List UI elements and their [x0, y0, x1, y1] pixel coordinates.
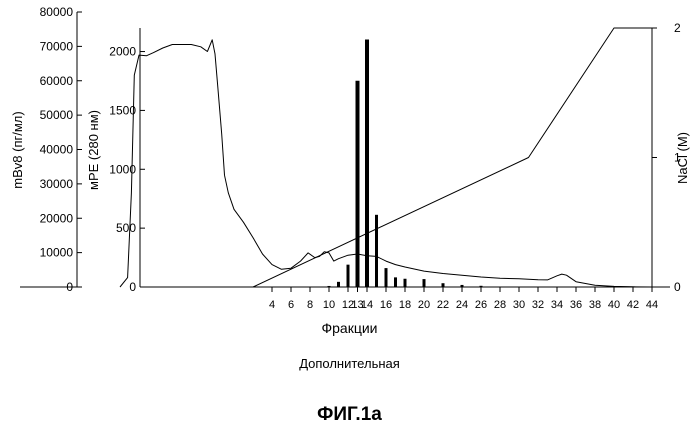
mbv8-tick-label: 0: [66, 280, 73, 294]
mpe-tick-label: 0: [129, 280, 136, 294]
x-tick-label: 40: [608, 299, 620, 311]
nacl-gradient-line: [252, 27, 652, 288]
x-tick-label: 24: [456, 299, 468, 311]
figure-title: ФИГ.1а: [317, 404, 382, 425]
nacl-axis-label: NaCl (M): [675, 132, 690, 184]
nacl-tick-label: 0: [674, 280, 681, 294]
mbv8-bar: [337, 281, 340, 287]
figure-subtitle: Дополнительная: [299, 356, 400, 371]
mbv8-bar: [422, 279, 426, 287]
x-tick-label: 18: [399, 299, 411, 311]
mbv8-tick-label: 70000: [40, 39, 74, 53]
x-tick-label: 26: [475, 299, 487, 311]
x-tick-label: 20: [418, 299, 430, 311]
mbv8-bar: [346, 264, 350, 287]
mbv8-bar: [375, 214, 378, 287]
mpe-axis-label: мРЕ (280 нм): [86, 110, 101, 190]
mbv8-bar: [479, 285, 483, 287]
mbv8-bar: [365, 39, 369, 287]
x-tick-label: 34: [551, 299, 563, 311]
x-tick-label: 6: [288, 299, 294, 311]
x-tick-label: 8: [307, 299, 313, 311]
mbv8-bar: [403, 278, 407, 287]
mbv8-bar: [441, 283, 445, 287]
x-tick-label: 32: [532, 299, 544, 311]
mbv8-axis-label: mBv8 (пг/мл): [10, 111, 25, 188]
x-tick-label: 36: [570, 299, 582, 311]
mbv8-tick-label: 10000: [40, 246, 74, 260]
mbv8-bar: [460, 284, 464, 287]
mpe-tick-label: 500: [116, 221, 136, 235]
nacl-tick-label: 1: [674, 151, 681, 165]
x-tick-label: 44: [646, 299, 658, 311]
mbv8-bar: [384, 268, 388, 287]
mbv8-tick-label: 30000: [40, 177, 74, 191]
x-tick-label: 12: [342, 299, 354, 311]
mbv8-tick-label: 20000: [40, 211, 74, 225]
mbv8-bar: [327, 285, 331, 287]
x-tick-label: 4: [269, 299, 275, 311]
mbv8-bar: [355, 80, 360, 287]
mpe-tick-label: 2000: [109, 45, 136, 59]
x-tick-label: 30: [513, 299, 525, 311]
x-tick-label: 42: [627, 299, 639, 311]
x-tick-label: 14: [361, 299, 373, 311]
x-tick-label: 13: [351, 299, 363, 311]
x-tick-label: 10: [323, 299, 335, 311]
mbv8-tick-label: 80000: [40, 5, 74, 19]
x-tick-label: 28: [494, 299, 506, 311]
x-tick-label: 38: [589, 299, 601, 311]
x-axis-label: Фракции: [321, 320, 378, 336]
mbv8-tick-label: 50000: [40, 108, 74, 122]
x-tick-label: 22: [437, 299, 449, 311]
nacl-tick-label: 2: [674, 21, 681, 35]
mpe-absorbance-line: [119, 39, 653, 288]
mpe-tick-label: 1500: [109, 103, 136, 117]
x-tick-label: 16: [380, 299, 392, 311]
mbv8-tick-label: 40000: [40, 143, 74, 157]
mbv8-bar: [394, 277, 397, 287]
mpe-tick-label: 1000: [109, 162, 136, 176]
mbv8-tick-label: 60000: [40, 74, 74, 88]
